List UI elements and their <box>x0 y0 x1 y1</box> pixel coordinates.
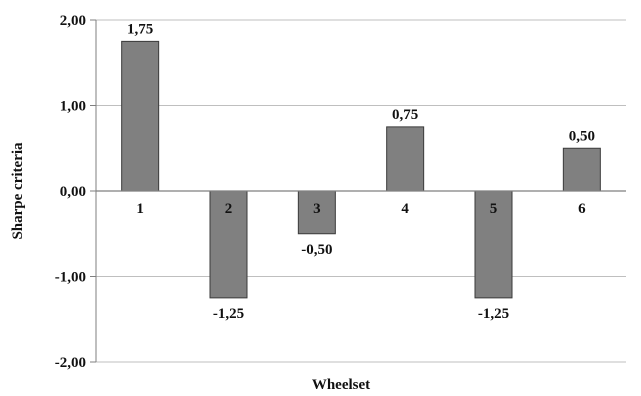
gridlines <box>90 19 626 363</box>
category-label-4: 4 <box>401 201 409 217</box>
category-labels: 1 2 3 4 5 6 <box>136 201 586 217</box>
y-tick-label: 2,00 <box>60 13 86 29</box>
category-label-6: 6 <box>578 201 586 217</box>
y-axis-title: Sharpe criteria <box>10 142 26 240</box>
y-tick-label: 0,00 <box>60 184 86 200</box>
bar-1 <box>121 40 160 192</box>
data-labels: 1,75 -1,25 -0,50 0,75 -1,25 0,50 <box>127 21 595 322</box>
y-tick-label: -1,00 <box>55 270 86 286</box>
category-label-2: 2 <box>225 201 233 217</box>
category-label-3: 3 <box>313 201 321 217</box>
y-tick-label: 1,00 <box>60 99 86 115</box>
bar-2 <box>209 190 248 299</box>
bar-3 <box>297 190 336 235</box>
data-label-2: -1,25 <box>213 306 244 322</box>
data-label-3: -0,50 <box>301 242 332 258</box>
category-label-1: 1 <box>136 201 144 217</box>
bars <box>121 40 601 299</box>
data-label-6: 0,50 <box>569 128 595 144</box>
y-tick-labels: 2,00 1,00 0,00 -1,00 -2,00 <box>55 13 86 371</box>
data-label-4: 0,75 <box>392 107 418 123</box>
bar-4 <box>386 126 425 192</box>
data-label-1: 1,75 <box>127 21 153 37</box>
x-axis-title: Wheelset <box>312 377 370 393</box>
y-tick-label: -2,00 <box>55 355 86 371</box>
data-label-5: -1,25 <box>478 306 509 322</box>
category-label-5: 5 <box>490 201 498 217</box>
bar-6 <box>562 147 601 192</box>
